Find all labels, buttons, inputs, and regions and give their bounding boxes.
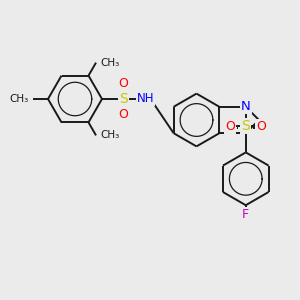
Text: S: S [119, 92, 128, 106]
Text: NH: NH [136, 92, 154, 106]
Text: O: O [119, 77, 128, 90]
Text: CH₃: CH₃ [10, 94, 29, 104]
Text: O: O [256, 120, 266, 133]
Text: CH₃: CH₃ [100, 58, 119, 68]
Text: S: S [242, 119, 250, 133]
Text: F: F [242, 208, 249, 221]
Text: N: N [241, 100, 250, 113]
Text: O: O [119, 108, 128, 121]
Text: O: O [225, 120, 235, 133]
Text: CH₃: CH₃ [100, 130, 119, 140]
